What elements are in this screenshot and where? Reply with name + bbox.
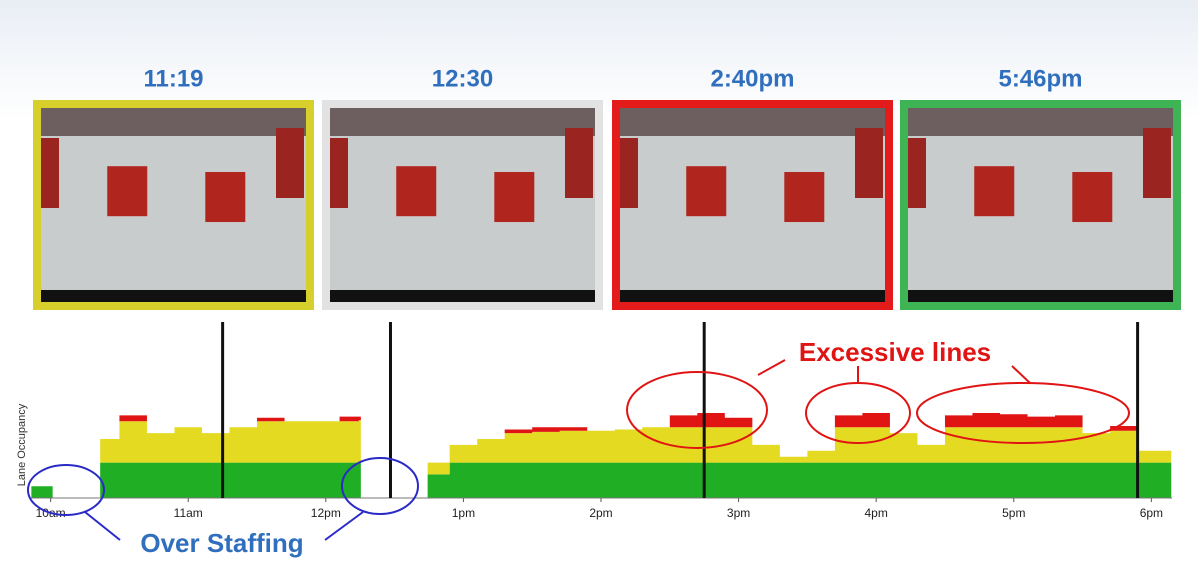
occupancy-area [31, 486, 52, 498]
camera-shelf [494, 172, 534, 222]
camera-shelf [974, 166, 1014, 216]
camera-caption-bar [330, 290, 595, 302]
camera-shelf [41, 138, 59, 208]
camera-caption-bar [620, 290, 885, 302]
x-tick-label: 4pm [865, 506, 888, 520]
camera-shelf [205, 172, 245, 222]
x-tick-label: 1pm [452, 506, 475, 520]
camera-shelf [396, 166, 436, 216]
x-tick-label: 5pm [1002, 506, 1025, 520]
x-tick-label: 6pm [1140, 506, 1163, 520]
camera-shelf [908, 138, 926, 208]
x-tick-label: 12pm [311, 506, 341, 520]
camera-floor [908, 108, 1173, 302]
camera-shelf [1072, 172, 1112, 222]
occupancy-area [428, 463, 1172, 498]
camera-wall [620, 108, 885, 136]
occupancy-area [100, 463, 361, 498]
camera-caption-bar [41, 290, 306, 302]
y-axis-label: Lane Occupancy [16, 403, 28, 486]
camera-floor [330, 108, 595, 302]
camera-shelf [784, 172, 824, 222]
occupancy-area [100, 420, 361, 462]
camera-wall [41, 108, 306, 136]
camera-time: 11:19 [143, 65, 203, 92]
camera-floor [620, 108, 885, 302]
camera-wall [908, 108, 1173, 136]
annotation: Over Staffing [140, 528, 303, 558]
camera-caption-bar [908, 290, 1173, 302]
camera-floor [41, 108, 306, 302]
x-tick-label: 3pm [727, 506, 750, 520]
camera-shelf [276, 128, 304, 198]
camera-wall [330, 108, 595, 136]
camera-shelf [855, 128, 883, 198]
camera-shelf [107, 166, 147, 216]
camera-shelf [565, 128, 593, 198]
camera-shelf [686, 166, 726, 216]
camera-time: 2:40pm [710, 65, 794, 92]
camera-shelf [330, 138, 348, 208]
infographic: 11:1912:302:40pm5:46pm 10am11am12pm1pm2p… [0, 0, 1198, 563]
x-tick-label: 11am [174, 506, 203, 520]
camera-shelf [1143, 128, 1171, 198]
annotation: Excessive lines [799, 337, 991, 367]
camera-shelf [620, 138, 638, 208]
camera-time: 5:46pm [998, 65, 1082, 92]
x-tick-label: 2pm [589, 506, 612, 520]
camera-time: 12:30 [432, 65, 493, 92]
